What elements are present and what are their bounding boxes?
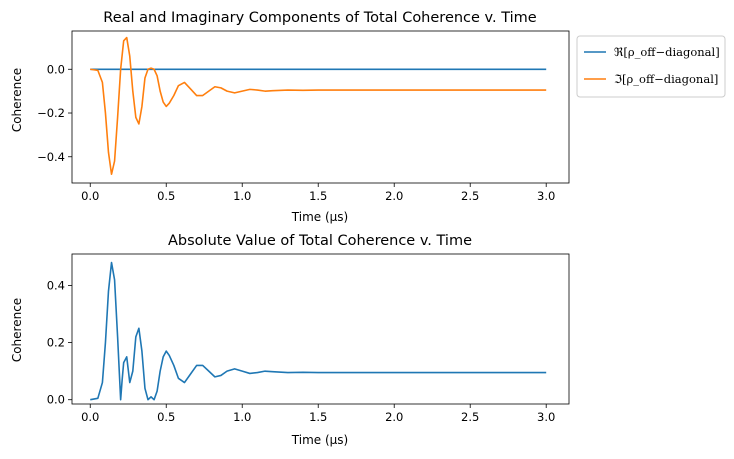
x-tick-label: 0.0	[81, 410, 99, 424]
y-axis-label: Coherence	[10, 298, 24, 362]
plot-area: 0.0 0.5 1.0 1.5 2.0 2.5 3.0 0.0 −0.2 −0.4	[37, 30, 570, 203]
legend-label-real: ℜ[ρ_off−diagonal]	[614, 45, 720, 59]
plot-area: 0.0 0.5 1.0 1.5 2.0 2.5 3.0 0.0 0.2 0.4	[47, 253, 570, 424]
y-tick-label: 0.2	[47, 336, 65, 350]
chart-real-imag: Real and Imaginary Components of Total C…	[10, 10, 726, 224]
x-axis-label: Time (μs)	[291, 210, 348, 224]
chart-title: Real and Imaginary Components of Total C…	[103, 10, 537, 26]
x-tick-label: 2.0	[385, 189, 403, 203]
x-tick-label: 1.0	[233, 410, 251, 424]
y-tick-label: −0.2	[37, 106, 65, 120]
y-axis-label: Coherence	[10, 68, 24, 132]
x-tick-label: 1.5	[309, 410, 327, 424]
legend: ℜ[ρ_off−diagonal] ℑ[ρ_off−diagonal]	[576, 35, 726, 98]
axes-frame	[71, 253, 570, 405]
y-tick-label: 0.4	[47, 278, 65, 292]
x-tick-label: 0.0	[81, 189, 99, 203]
series-line-0	[90, 261, 547, 401]
x-tick-label: 2.5	[461, 189, 479, 203]
y-tick-label: 0.0	[47, 393, 65, 407]
chart-absolute: Absolute Value of Total Coherence v. Tim…	[10, 233, 570, 447]
x-tick-label: 0.5	[157, 189, 175, 203]
y-tick-label: −0.4	[37, 150, 65, 164]
legend-label-imag: ℑ[ρ_off−diagonal]	[614, 72, 718, 86]
series-line-1	[90, 36, 547, 176]
legend-frame	[576, 35, 726, 98]
axes-frame	[71, 30, 570, 184]
x-tick-label: 2.5	[461, 410, 479, 424]
x-tick-label: 1.5	[309, 189, 327, 203]
x-tick-label: 3.0	[537, 410, 555, 424]
x-tick-label: 1.0	[233, 189, 251, 203]
chart-title: Absolute Value of Total Coherence v. Tim…	[168, 233, 472, 249]
x-tick-label: 3.0	[537, 189, 555, 203]
x-tick-label: 0.5	[157, 410, 175, 424]
y-tick-label: 0.0	[47, 62, 65, 76]
x-axis-label: Time (μs)	[291, 433, 348, 447]
x-tick-label: 2.0	[385, 410, 403, 424]
